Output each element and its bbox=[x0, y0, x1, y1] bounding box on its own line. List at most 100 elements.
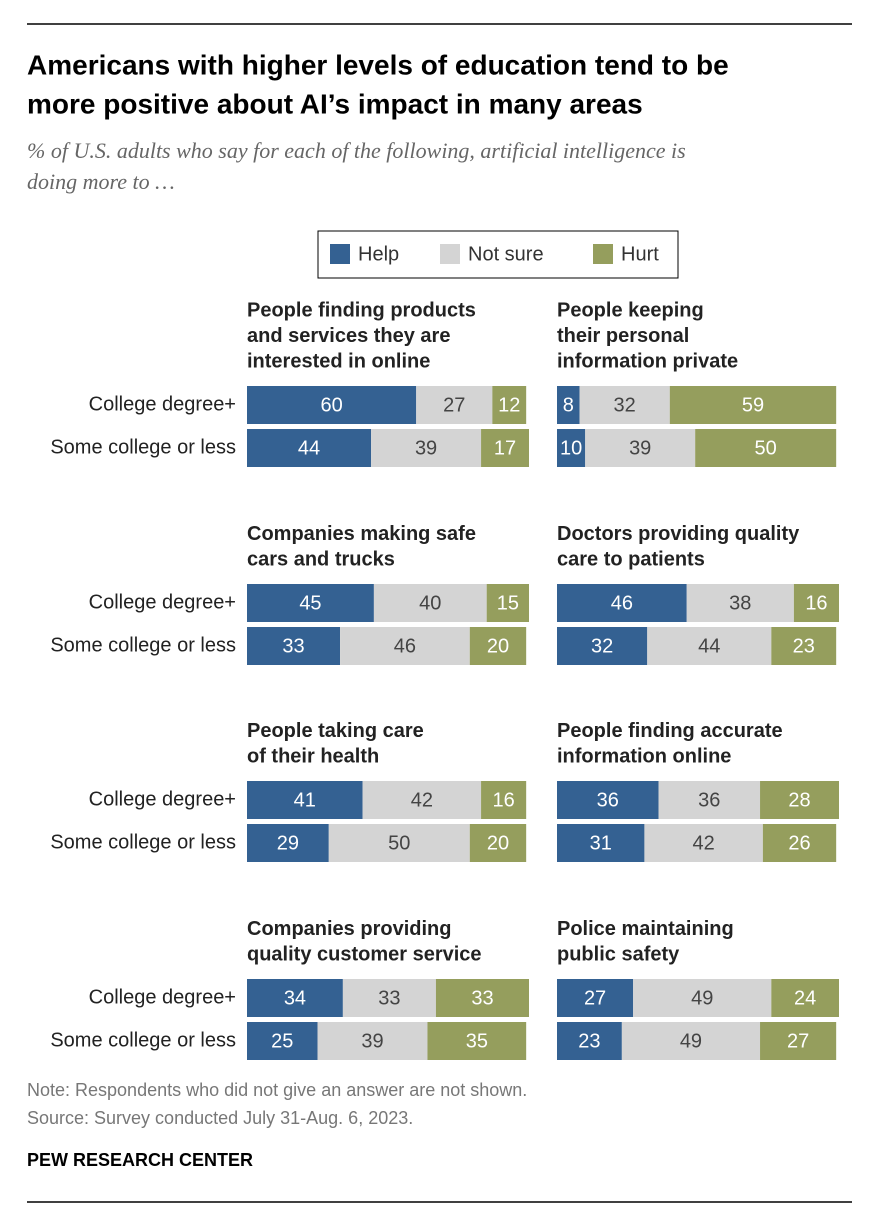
bar-segment bbox=[435, 979, 529, 1017]
data-label: 41 bbox=[294, 789, 316, 811]
data-label: 50 bbox=[388, 832, 410, 854]
bar-segment bbox=[469, 627, 527, 665]
data-label: 31 bbox=[590, 832, 612, 854]
subtitle: % of U.S. adults who say for each of the… bbox=[27, 138, 686, 163]
panel-title: quality customer service bbox=[247, 943, 482, 965]
data-label: 32 bbox=[614, 394, 636, 416]
category-label: Some college or less bbox=[50, 634, 236, 656]
data-label: 34 bbox=[284, 987, 306, 1009]
legend-label: Not sure bbox=[468, 243, 544, 265]
legend-label: Help bbox=[358, 243, 399, 265]
category-label: College degree+ bbox=[89, 986, 236, 1008]
data-label: 49 bbox=[680, 1030, 702, 1052]
bar-segment bbox=[247, 429, 372, 467]
panel-title: interested in online bbox=[247, 350, 430, 372]
bar-segment bbox=[247, 386, 417, 424]
data-label: 17 bbox=[494, 437, 516, 459]
category-label: Some college or less bbox=[50, 436, 236, 458]
data-label: 20 bbox=[487, 832, 509, 854]
legend-swatch bbox=[440, 244, 460, 264]
data-label: 39 bbox=[415, 437, 437, 459]
bar-segment bbox=[669, 386, 837, 424]
bar-segment bbox=[317, 1022, 428, 1060]
panel-title: Police maintaining bbox=[557, 918, 734, 940]
panel-title: cars and trucks bbox=[247, 548, 395, 570]
bar-segment bbox=[328, 824, 470, 862]
panel-title: information online bbox=[557, 745, 731, 767]
panel-title: People keeping bbox=[557, 299, 704, 321]
bar-segment bbox=[371, 429, 482, 467]
panel-title: Companies making safe bbox=[247, 523, 476, 545]
bar-segment bbox=[793, 584, 839, 622]
data-label: 23 bbox=[578, 1030, 600, 1052]
bar-segment bbox=[247, 1022, 318, 1060]
data-label: 20 bbox=[487, 635, 509, 657]
subtitle: doing more to … bbox=[27, 169, 175, 194]
bar-segment bbox=[762, 824, 837, 862]
bar-segment bbox=[427, 1022, 527, 1060]
bar-segment bbox=[481, 781, 527, 819]
bar-segment bbox=[633, 979, 772, 1017]
legend-swatch bbox=[593, 244, 613, 264]
bar-segment bbox=[557, 584, 687, 622]
data-label: 33 bbox=[378, 987, 400, 1009]
chart-title: Americans with higher levels of educatio… bbox=[27, 49, 729, 80]
bar-segment bbox=[416, 386, 493, 424]
data-label: 27 bbox=[787, 1030, 809, 1052]
bar-segment bbox=[760, 781, 839, 819]
data-label: 40 bbox=[419, 592, 441, 614]
data-label: 59 bbox=[742, 394, 764, 416]
data-label: 33 bbox=[282, 635, 304, 657]
panel-title: Doctors providing quality bbox=[557, 523, 800, 545]
panel-title: Companies providing bbox=[247, 918, 451, 940]
data-label: 12 bbox=[498, 394, 520, 416]
data-label: 10 bbox=[560, 437, 582, 459]
bar-segment bbox=[373, 584, 487, 622]
bar-segment bbox=[585, 429, 696, 467]
data-label: 25 bbox=[271, 1030, 293, 1052]
bar-segment bbox=[557, 386, 580, 424]
data-label: 24 bbox=[794, 987, 816, 1009]
data-label: 8 bbox=[563, 394, 574, 416]
category-label: Some college or less bbox=[50, 1029, 236, 1051]
bar-segment bbox=[557, 979, 634, 1017]
data-label: 50 bbox=[755, 437, 777, 459]
bar-segment bbox=[481, 429, 529, 467]
data-label: 46 bbox=[394, 635, 416, 657]
data-label: 39 bbox=[361, 1030, 383, 1052]
data-label: 27 bbox=[584, 987, 606, 1009]
bar-segment bbox=[658, 781, 761, 819]
bar-segment bbox=[557, 627, 648, 665]
data-label: 28 bbox=[788, 789, 810, 811]
category-label: College degree+ bbox=[89, 591, 236, 613]
legend-swatch bbox=[330, 244, 350, 264]
bar-segment bbox=[557, 824, 645, 862]
bar-segment bbox=[247, 627, 341, 665]
bar-segment bbox=[644, 824, 763, 862]
data-label: 23 bbox=[793, 635, 815, 657]
data-label: 45 bbox=[299, 592, 321, 614]
category-label: Some college or less bbox=[50, 831, 236, 853]
data-label: 60 bbox=[320, 394, 342, 416]
bar-segment bbox=[695, 429, 837, 467]
data-label: 49 bbox=[691, 987, 713, 1009]
bar-segment bbox=[760, 1022, 837, 1060]
legend-label: Hurt bbox=[621, 243, 659, 265]
data-label: 33 bbox=[471, 987, 493, 1009]
data-label: 15 bbox=[497, 592, 519, 614]
data-label: 42 bbox=[693, 832, 715, 854]
panel-title: their personal bbox=[557, 325, 689, 347]
data-label: 39 bbox=[629, 437, 651, 459]
data-label: 27 bbox=[443, 394, 465, 416]
panel-title: and services they are bbox=[247, 325, 450, 347]
bar-segment bbox=[557, 781, 659, 819]
bar-segment bbox=[557, 1022, 622, 1060]
bar-segment bbox=[771, 979, 839, 1017]
panel-title: People taking care bbox=[247, 720, 424, 742]
data-label: 16 bbox=[492, 789, 514, 811]
data-label: 46 bbox=[611, 592, 633, 614]
bar-segment bbox=[492, 386, 527, 424]
data-label: 44 bbox=[698, 635, 720, 657]
data-label: 29 bbox=[277, 832, 299, 854]
bar-segment bbox=[579, 386, 670, 424]
